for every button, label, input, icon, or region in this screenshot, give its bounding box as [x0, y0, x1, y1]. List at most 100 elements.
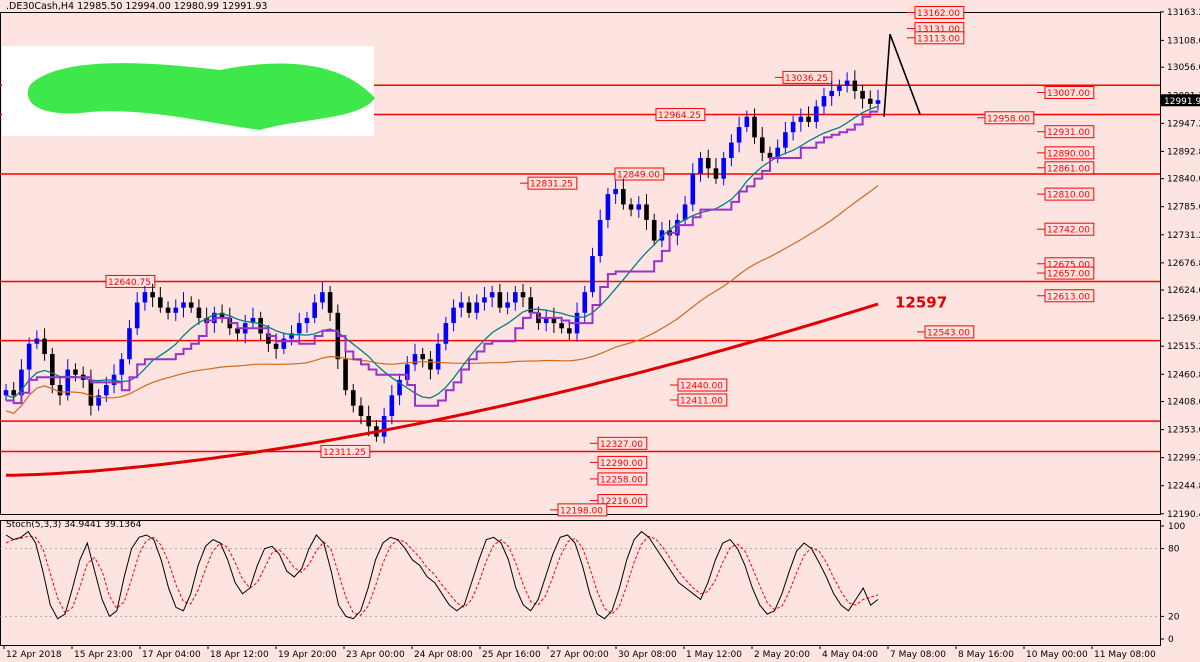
- price-box-label: 13113.00: [917, 34, 960, 44]
- candle-body: [659, 230, 665, 241]
- candle-body: [188, 302, 194, 308]
- time-tick-label: 2 May 20:00: [754, 650, 810, 660]
- price-box: [782, 70, 833, 84]
- price-box-label: 12543.00: [927, 328, 970, 338]
- price-box-label: 12258.00: [600, 475, 643, 485]
- candle-body: [590, 256, 595, 293]
- stoch-main-line: [5, 530, 879, 620]
- time-tick-label: 4 May 04:00: [822, 650, 878, 660]
- time-tick-label: 17 Apr 04:00: [142, 650, 201, 660]
- candle-body: [528, 297, 534, 313]
- price-tick-label: 12353.60: [1167, 426, 1200, 436]
- price-box-label: 12327.00: [600, 440, 643, 450]
- price-tick-label: 13056.00: [1167, 63, 1200, 73]
- candle-body: [636, 204, 642, 210]
- price-box-label: 12657.00: [1047, 270, 1090, 280]
- price-box-label: 12216.00: [600, 497, 643, 507]
- price-tick-label: 12569.60: [1167, 314, 1200, 324]
- candle-body: [582, 292, 588, 313]
- price-box: [1044, 187, 1095, 201]
- time-tick-label: 10 May 00:00: [1026, 650, 1088, 660]
- candle-body: [397, 379, 402, 396]
- candle-body: [644, 204, 649, 220]
- candle-body: [651, 219, 657, 241]
- price-box-label: 12890.00: [1047, 149, 1090, 159]
- candle-body: [466, 302, 472, 313]
- candle-body: [829, 90, 834, 97]
- candle-body: [289, 333, 294, 339]
- price-box: [597, 436, 648, 450]
- time-tick-label: 1 May 12:00: [686, 650, 742, 660]
- price-box: [677, 393, 728, 407]
- ma-long-annotation: 12597: [895, 294, 947, 312]
- candle-body: [628, 204, 634, 210]
- stoch-pane-frame: [0, 520, 1161, 646]
- candle-body: [621, 188, 626, 205]
- candle-body: [104, 385, 109, 396]
- candle-body: [435, 343, 441, 370]
- candle-body: [142, 292, 148, 303]
- ma-mid-line: [5, 185, 879, 415]
- candle-body: [19, 369, 24, 396]
- candle-body: [281, 338, 287, 349]
- header-info: .DE30Cash,H4 12985.50 12994.00 12980.99 …: [6, 1, 268, 12]
- price-box-label: 12640.75: [108, 278, 151, 288]
- price-tick-label: 12731.20: [1167, 231, 1200, 241]
- price-box-label: 12831.25: [530, 180, 573, 190]
- candle-body: [250, 317, 256, 324]
- price-tick-label: 12408.00: [1167, 398, 1200, 408]
- candle-body: [57, 385, 63, 396]
- candle-body: [867, 98, 873, 104]
- candle-body: [860, 90, 865, 99]
- price-box: [924, 325, 975, 339]
- stoch-tick-label: 0: [1168, 635, 1174, 645]
- candle-body: [775, 147, 780, 159]
- candle-body: [65, 369, 71, 396]
- price-box: [527, 176, 578, 190]
- candle-body: [34, 338, 40, 344]
- ma-long-line: [5, 302, 879, 477]
- time-tick-label: 25 Apr 16:00: [482, 650, 541, 660]
- candle-body: [389, 395, 395, 416]
- price-box: [984, 111, 1035, 125]
- candle-body: [729, 142, 734, 159]
- price-box: [1044, 222, 1095, 236]
- time-tick-label: 12 Apr 2018: [6, 650, 62, 660]
- time-tick-label: 8 May 16:00: [958, 650, 1014, 660]
- candle-body: [412, 354, 418, 365]
- price-box: [597, 472, 648, 486]
- candle-body: [173, 307, 179, 313]
- candle-body: [482, 297, 487, 303]
- candle-body: [3, 390, 9, 396]
- price-box-label: 12290.00: [600, 459, 643, 469]
- price-box: [1044, 289, 1095, 303]
- price-box-label: 12675.00: [1047, 260, 1090, 270]
- candle-body: [597, 219, 603, 257]
- candle-body: [690, 173, 696, 205]
- candle-body: [497, 292, 503, 308]
- price-tick-label: 13163.20: [1167, 8, 1200, 18]
- candle-body: [428, 359, 433, 370]
- price-box: [105, 274, 156, 288]
- candle-body: [258, 317, 263, 334]
- candle-body: [682, 204, 688, 220]
- candle-body: [50, 354, 55, 386]
- candle-body: [713, 168, 719, 179]
- candle-body: [266, 333, 271, 344]
- price-tick-label: 12190.40: [1167, 510, 1200, 520]
- stoch-label: Stoch(5,3,3) 34.9441 39.1364: [6, 520, 142, 530]
- candle-body: [821, 96, 827, 107]
- candle-body: [11, 390, 17, 396]
- time-tick-label: 11 May 08:00: [1094, 650, 1156, 660]
- candle-body: [744, 116, 750, 128]
- price-box: [1044, 266, 1095, 280]
- stoch-tick-label: 100: [1168, 522, 1185, 532]
- candle-body: [296, 323, 302, 334]
- candle-body: [458, 302, 464, 308]
- candle-body: [559, 323, 564, 329]
- stoch-tick-label: 80: [1168, 545, 1180, 555]
- candle-body: [698, 158, 703, 174]
- kijun-line: [6, 110, 878, 407]
- redaction-scribble: [27, 63, 375, 130]
- candle-body: [721, 158, 726, 179]
